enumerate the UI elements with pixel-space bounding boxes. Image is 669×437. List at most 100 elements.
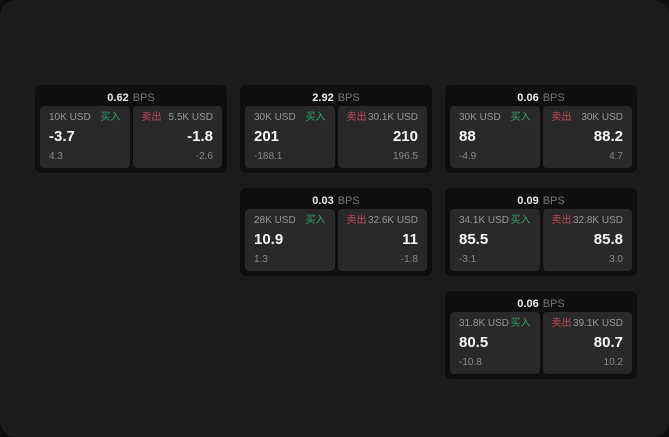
sell-price: 11 bbox=[402, 231, 418, 249]
sell-panel-header: 卖出 30K USD bbox=[552, 113, 624, 123]
buy-notional: 34.1K USD bbox=[459, 215, 510, 226]
bps-unit-label: BPS bbox=[132, 91, 155, 104]
quote-card: 0.03 BPS 28K USD 买入 10.9 1.3 卖出 32.6K US… bbox=[240, 188, 432, 276]
buy-panel-header: 30K USD 买入 bbox=[459, 113, 531, 123]
buy-sell-panels: 31.8K USD 买入 80.5 -10.8 卖出 39.1K USD 80.… bbox=[450, 312, 632, 374]
sell-panel[interactable]: 卖出 30K USD 88.2 4.7 bbox=[542, 106, 632, 168]
bps-unit-label: BPS bbox=[542, 91, 565, 104]
sell-panel[interactable]: 卖出 30.1K USD 210 196.5 bbox=[337, 106, 427, 168]
buy-delta: -188.1 bbox=[254, 151, 283, 162]
buy-panel-header: 28K USD 买入 bbox=[254, 216, 326, 226]
sell-delta: 3.0 bbox=[609, 254, 623, 265]
sell-panel[interactable]: 卖出 5.5K USD -1.8 -2.6 bbox=[132, 106, 222, 168]
bps-unit-label: BPS bbox=[337, 194, 360, 207]
buy-delta: -4.9 bbox=[459, 151, 477, 162]
card-header: 0.06 BPS bbox=[450, 295, 632, 312]
bps-value: 0.06 bbox=[517, 91, 539, 104]
sell-side-label: 卖出 bbox=[551, 318, 572, 329]
buy-panel[interactable]: 31.8K USD 买入 80.5 -10.8 bbox=[450, 312, 540, 374]
sell-side-label: 卖出 bbox=[346, 112, 367, 123]
buy-sell-panels: 10K USD 买入 -3.7 4.3 卖出 5.5K USD -1.8 -2.… bbox=[40, 106, 222, 168]
sell-delta: 196.5 bbox=[392, 151, 418, 162]
bps-value: 0.03 bbox=[312, 194, 334, 207]
buy-side-label: 买入 bbox=[100, 112, 121, 123]
card-header: 0.09 BPS bbox=[450, 192, 632, 209]
buy-price: 201 bbox=[254, 128, 280, 146]
sell-panel[interactable]: 卖出 32.8K USD 85.8 3.0 bbox=[542, 209, 632, 271]
buy-sell-panels: 30K USD 买入 201 -188.1 卖出 30.1K USD 210 1… bbox=[245, 106, 427, 168]
sell-panel[interactable]: 卖出 32.6K USD 11 -1.8 bbox=[337, 209, 427, 271]
buy-panel[interactable]: 10K USD 买入 -3.7 4.3 bbox=[40, 106, 130, 168]
sell-side-label: 卖出 bbox=[551, 215, 572, 226]
buy-panel-header: 34.1K USD 买入 bbox=[459, 216, 531, 226]
sell-price: -1.8 bbox=[187, 128, 213, 146]
sell-delta: -1.8 bbox=[400, 254, 418, 265]
buy-notional: 30K USD bbox=[459, 112, 501, 123]
buy-panel-header: 10K USD 买入 bbox=[49, 113, 121, 123]
buy-panel-header: 31.8K USD 买入 bbox=[459, 319, 531, 329]
sell-side-label: 卖出 bbox=[346, 215, 367, 226]
buy-side-label: 买入 bbox=[305, 215, 326, 226]
sell-side-label: 卖出 bbox=[141, 112, 162, 123]
buy-panel[interactable]: 28K USD 买入 10.9 1.3 bbox=[245, 209, 335, 271]
buy-price: -3.7 bbox=[49, 128, 75, 146]
sell-delta: -2.6 bbox=[195, 151, 213, 162]
card-header: 0.62 BPS bbox=[40, 89, 222, 106]
buy-sell-panels: 34.1K USD 买入 85.5 -3.1 卖出 32.8K USD 85.8… bbox=[450, 209, 632, 271]
bps-value: 0.06 bbox=[517, 297, 539, 310]
buy-side-label: 买入 bbox=[305, 112, 326, 123]
buy-delta: -10.8 bbox=[459, 357, 482, 368]
buy-price: 85.5 bbox=[459, 231, 489, 249]
buy-side-label: 买入 bbox=[510, 215, 531, 226]
buy-notional: 31.8K USD bbox=[459, 318, 510, 329]
quote-card: 0.06 BPS 30K USD 买入 88 -4.9 卖出 30K USD 8… bbox=[445, 85, 637, 173]
sell-price: 210 bbox=[392, 128, 418, 146]
bps-unit-label: BPS bbox=[337, 91, 360, 104]
buy-notional: 28K USD bbox=[254, 215, 296, 226]
buy-notional: 30K USD bbox=[254, 112, 296, 123]
buy-panel-header: 30K USD 买入 bbox=[254, 113, 326, 123]
bps-value: 0.62 bbox=[107, 91, 129, 104]
sell-notional: 32.6K USD bbox=[367, 215, 418, 226]
sell-notional: 32.8K USD bbox=[572, 215, 623, 226]
buy-price: 10.9 bbox=[254, 231, 284, 249]
sell-price: 80.7 bbox=[593, 334, 623, 352]
buy-panel[interactable]: 30K USD 买入 88 -4.9 bbox=[450, 106, 540, 168]
quote-card: 0.06 BPS 31.8K USD 买入 80.5 -10.8 卖出 39.1… bbox=[445, 291, 637, 379]
sell-panel-header: 卖出 5.5K USD bbox=[142, 113, 214, 123]
buy-sell-panels: 30K USD 买入 88 -4.9 卖出 30K USD 88.2 4.7 bbox=[450, 106, 632, 168]
buy-notional: 10K USD bbox=[49, 112, 91, 123]
buy-panel[interactable]: 30K USD 买入 201 -188.1 bbox=[245, 106, 335, 168]
sell-panel-header: 卖出 32.6K USD bbox=[347, 216, 419, 226]
buy-delta: 4.3 bbox=[49, 151, 63, 162]
sell-price: 85.8 bbox=[593, 231, 623, 249]
buy-panel[interactable]: 34.1K USD 买入 85.5 -3.1 bbox=[450, 209, 540, 271]
cards-grid: 0.62 BPS 10K USD 买入 -3.7 4.3 卖出 5.5K USD… bbox=[35, 85, 637, 379]
card-header: 0.06 BPS bbox=[450, 89, 632, 106]
bps-unit-label: BPS bbox=[542, 297, 565, 310]
buy-delta: 1.3 bbox=[254, 254, 268, 265]
buy-sell-panels: 28K USD 买入 10.9 1.3 卖出 32.6K USD 11 -1.8 bbox=[245, 209, 427, 271]
sell-price: 88.2 bbox=[593, 128, 623, 146]
sell-notional: 30K USD bbox=[581, 112, 623, 123]
bps-value: 0.09 bbox=[517, 194, 539, 207]
card-header: 0.03 BPS bbox=[245, 192, 427, 209]
quote-card: 2.92 BPS 30K USD 买入 201 -188.1 卖出 30.1K … bbox=[240, 85, 432, 173]
quote-card: 0.62 BPS 10K USD 买入 -3.7 4.3 卖出 5.5K USD… bbox=[35, 85, 227, 173]
buy-side-label: 买入 bbox=[510, 318, 531, 329]
sell-panel-header: 卖出 39.1K USD bbox=[552, 319, 624, 329]
sell-side-label: 卖出 bbox=[551, 112, 572, 123]
sell-panel[interactable]: 卖出 39.1K USD 80.7 10.2 bbox=[542, 312, 632, 374]
bps-value: 2.92 bbox=[312, 91, 334, 104]
sell-panel-header: 卖出 30.1K USD bbox=[347, 113, 419, 123]
buy-delta: -3.1 bbox=[459, 254, 477, 265]
sell-notional: 39.1K USD bbox=[572, 318, 623, 329]
quote-card: 0.09 BPS 34.1K USD 买入 85.5 -3.1 卖出 32.8K… bbox=[445, 188, 637, 276]
buy-side-label: 买入 bbox=[510, 112, 531, 123]
sell-notional: 5.5K USD bbox=[168, 112, 213, 123]
sell-panel-header: 卖出 32.8K USD bbox=[552, 216, 624, 226]
sell-delta: 4.7 bbox=[609, 151, 623, 162]
bps-unit-label: BPS bbox=[542, 194, 565, 207]
sell-notional: 30.1K USD bbox=[367, 112, 418, 123]
